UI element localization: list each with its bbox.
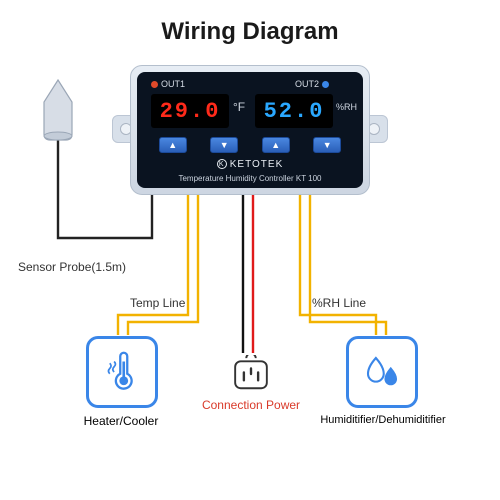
droplets-icon (361, 351, 403, 393)
out2-text: OUT2 (295, 79, 319, 89)
sensor-probe-label: Sensor Probe(1.5m) (18, 260, 126, 274)
sensor-probe-icon (40, 78, 76, 147)
brand-text: KETOTEK (230, 159, 284, 170)
brand-row: KKETOTEK (137, 159, 363, 170)
rh-line-label: %RH Line (312, 296, 366, 310)
heater-cooler-card (86, 336, 158, 408)
brand-logo-icon: K (217, 159, 227, 169)
device-subtitle: Temperature Humidity Controller KT 100 (137, 174, 363, 183)
humidifier-label: Humiditifier/Dehumiditifier (308, 414, 458, 426)
controller-device: OUT1 OUT2 29.0 °F 52.0 %RH ▲ ▼ ▲ ▼ KKETO… (130, 65, 370, 195)
temp-unit: °F (233, 100, 245, 114)
humidifier-card (346, 336, 418, 408)
hum-down-button[interactable]: ▼ (313, 137, 341, 153)
temperature-display: 29.0 (151, 94, 229, 128)
out1-text: OUT1 (161, 79, 185, 89)
temp-up-button[interactable]: ▲ (159, 137, 187, 153)
hum-unit: %RH (336, 102, 357, 112)
heater-cooler-label: Heater/Cooler (46, 414, 196, 428)
thermometer-icon (101, 351, 143, 393)
hum-up-button[interactable]: ▲ (262, 137, 290, 153)
device-face: OUT1 OUT2 29.0 °F 52.0 %RH ▲ ▼ ▲ ▼ KKETO… (137, 72, 363, 188)
out1-label: OUT1 (151, 79, 185, 89)
humidity-display: 52.0 (255, 94, 333, 128)
temp-line-label: Temp Line (130, 296, 185, 310)
device-bezel: OUT1 OUT2 29.0 °F 52.0 %RH ▲ ▼ ▲ ▼ KKETO… (130, 65, 370, 195)
button-row: ▲ ▼ ▲ ▼ (137, 137, 363, 153)
out1-led-icon (151, 81, 158, 88)
out2-led-icon (322, 81, 329, 88)
out2-label: OUT2 (295, 79, 329, 89)
power-plug-icon (232, 355, 270, 398)
diagram-title: Wiring Diagram (0, 0, 500, 46)
connection-power-label: Connection Power (176, 398, 326, 412)
temp-down-button[interactable]: ▼ (210, 137, 238, 153)
